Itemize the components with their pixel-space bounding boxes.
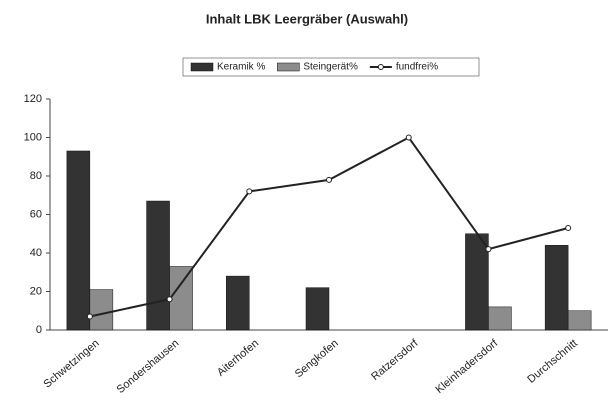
bar — [488, 306, 512, 331]
y-tick-label: 100 — [24, 131, 42, 143]
x-tick-label: Schwetzingen — [41, 337, 101, 390]
legend-label: Steingerät% — [303, 62, 358, 73]
legend-label: fundfrei% — [396, 62, 438, 73]
y-tick-label: 80 — [30, 170, 42, 182]
x-tick-label: Ratzersdorf — [369, 337, 421, 383]
legend-swatch — [277, 62, 300, 72]
bar — [226, 275, 250, 331]
legend-label: Keramik % — [217, 62, 265, 73]
legend-swatch-marker — [377, 64, 384, 70]
bar — [544, 245, 569, 331]
x-tick-label: Kleinhadersdorf — [433, 337, 500, 396]
x-tick-label: Sondershausen — [115, 337, 182, 396]
bar — [169, 266, 193, 331]
y-tick-label: 0 — [36, 324, 42, 336]
bar — [89, 289, 114, 331]
line-marker — [246, 188, 253, 195]
bar — [567, 310, 592, 331]
line-marker — [565, 224, 572, 231]
line-marker — [166, 296, 173, 303]
x-tick-label: Aiterhofen — [215, 337, 261, 378]
bar — [66, 150, 91, 331]
legend-swatch — [190, 62, 214, 72]
line-marker — [485, 246, 492, 253]
y-tick-label: 60 — [30, 208, 42, 220]
x-tick-label: Sengkofen — [293, 337, 341, 380]
x-tick-label: Durchschnitt — [525, 337, 580, 385]
legend-box — [182, 57, 480, 77]
line-marker — [326, 176, 332, 183]
bar — [465, 233, 489, 331]
y-tick-label: 40 — [30, 247, 42, 259]
y-tick-label: 120 — [24, 93, 42, 105]
y-tick-label: 20 — [30, 285, 42, 297]
chart-title: Inhalt LBK Leergräber (Auswahl) — [206, 11, 408, 26]
bar — [305, 287, 330, 331]
bar — [146, 200, 170, 331]
line-marker — [405, 134, 412, 141]
line-marker — [86, 313, 93, 320]
